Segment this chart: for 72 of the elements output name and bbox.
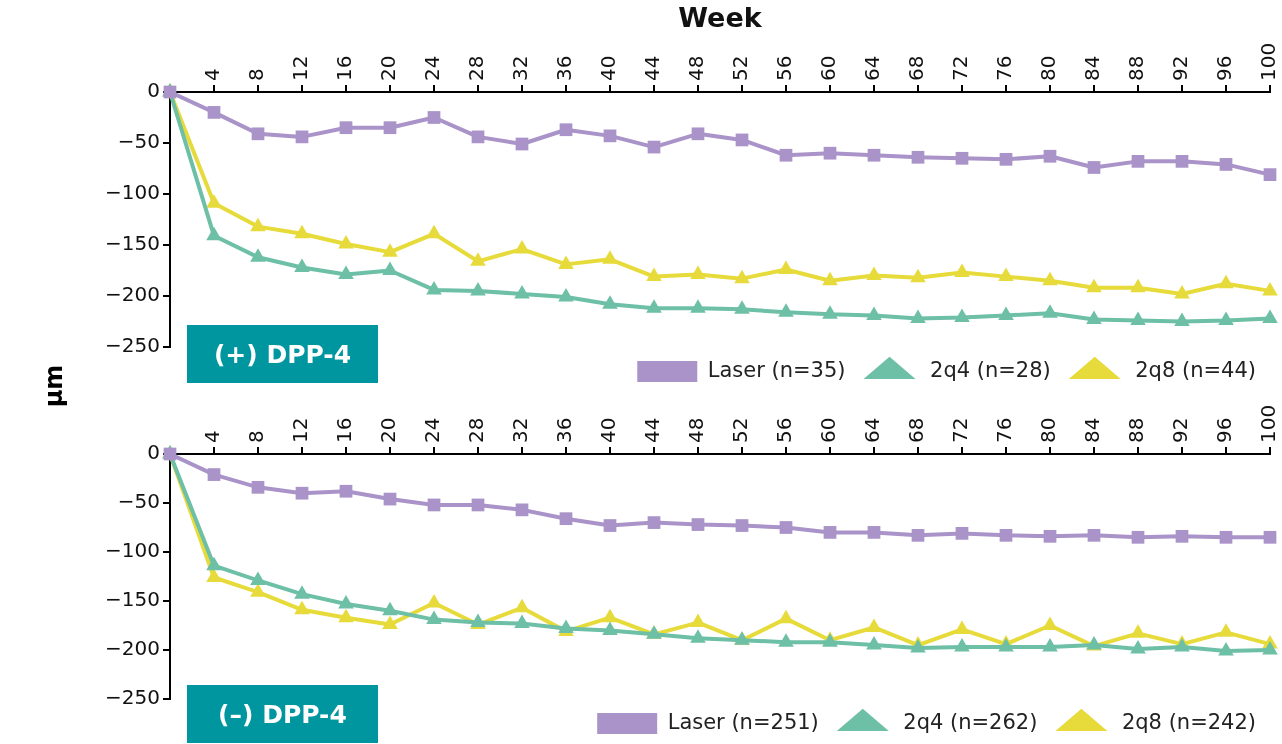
x-tick-label: 100 <box>1256 42 1281 81</box>
y-tick-label: −200 <box>105 636 160 661</box>
legend-label: 2q4 (n=28) <box>930 357 1051 382</box>
x-tick-label: 96 <box>1212 417 1237 443</box>
x-tick-label: 36 <box>552 417 577 443</box>
legend-label: 2q4 (n=262) <box>903 709 1038 734</box>
x-tick-label: 44 <box>640 417 665 443</box>
x-tick-label: 24 <box>420 417 445 443</box>
x-tick-label: 76 <box>992 55 1017 81</box>
x-tick-label: 84 <box>1080 55 1105 81</box>
legend-label: Laser (n=251) <box>667 709 819 734</box>
legend-label: 2q8 (n=44) <box>1135 357 1257 382</box>
x-tick-label: 84 <box>1080 417 1105 443</box>
y-tick-label: −250 <box>105 685 160 710</box>
y-tick-label: 0 <box>147 78 160 103</box>
x-tick-label: 64 <box>860 417 885 443</box>
x-tick-label: 72 <box>948 55 973 81</box>
x-tick-label: 60 <box>816 417 841 443</box>
x-tick-label: 32 <box>508 55 533 81</box>
x-tick-label: 64 <box>860 55 885 81</box>
x-tick-label: 16 <box>332 55 357 81</box>
x-tick-label: 88 <box>1124 417 1149 443</box>
x-tick-label: 88 <box>1124 55 1149 81</box>
y-tick-label: 0 <box>147 440 160 465</box>
x-tick-label: 12 <box>288 55 313 81</box>
x-tick-label: 52 <box>728 417 753 443</box>
y-tick-label: −200 <box>105 282 160 307</box>
x-tick-label: 44 <box>640 55 665 81</box>
x-tick-label: 92 <box>1168 417 1193 443</box>
x-tick-label: 60 <box>816 55 841 81</box>
x-tick-label: 28 <box>464 417 489 443</box>
x-axis-title: Week <box>678 2 763 34</box>
x-tick-label: 52 <box>728 55 753 81</box>
x-tick-label: 8 <box>244 68 269 81</box>
x-tick-label: 76 <box>992 417 1017 443</box>
x-tick-label: 48 <box>684 55 709 81</box>
x-tick-label: 4 <box>200 68 225 81</box>
x-tick-label: 4 <box>200 430 225 443</box>
x-tick-label: 28 <box>464 55 489 81</box>
x-tick-label: 16 <box>332 417 357 443</box>
x-tick-label: 20 <box>376 55 401 81</box>
x-tick-label: 68 <box>904 55 929 81</box>
x-tick-label: 48 <box>684 417 709 443</box>
x-tick-label: 68 <box>904 417 929 443</box>
x-tick-label: 40 <box>596 55 621 81</box>
x-tick-label: 92 <box>1168 55 1193 81</box>
x-tick-label: 24 <box>420 55 445 81</box>
y-tick-label: −50 <box>117 489 160 514</box>
x-tick-label: 72 <box>948 417 973 443</box>
y-axis-title: µm <box>40 363 68 410</box>
x-tick-label: 56 <box>772 417 797 443</box>
legend-label: Laser (n=35) <box>707 357 846 382</box>
y-tick-label: −150 <box>105 231 160 256</box>
text: (–) DPP-4 <box>187 685 378 743</box>
x-tick-label: 80 <box>1036 417 1061 443</box>
x-tick-label: 20 <box>376 417 401 443</box>
y-tick-label: −250 <box>105 333 160 358</box>
y-tick-label: −50 <box>117 129 160 154</box>
x-tick-label: 36 <box>552 55 577 81</box>
x-tick-label: 40 <box>596 417 621 443</box>
x-tick-label: 96 <box>1212 55 1237 81</box>
legend-label: 2q8 (n=242) <box>1121 709 1257 734</box>
y-tick-label: −100 <box>105 538 160 563</box>
y-tick-label: −100 <box>105 180 160 205</box>
y-tick-label: −150 <box>105 587 160 612</box>
x-tick-label: 12 <box>288 417 313 443</box>
x-tick-label: 56 <box>772 55 797 81</box>
x-tick-label: 32 <box>508 417 533 443</box>
x-tick-label: 8 <box>244 430 269 443</box>
annotation: (+) DPP-4 <box>187 325 378 383</box>
x-tick-label: 80 <box>1036 55 1061 81</box>
x-tick-label: 100 <box>1256 404 1281 443</box>
